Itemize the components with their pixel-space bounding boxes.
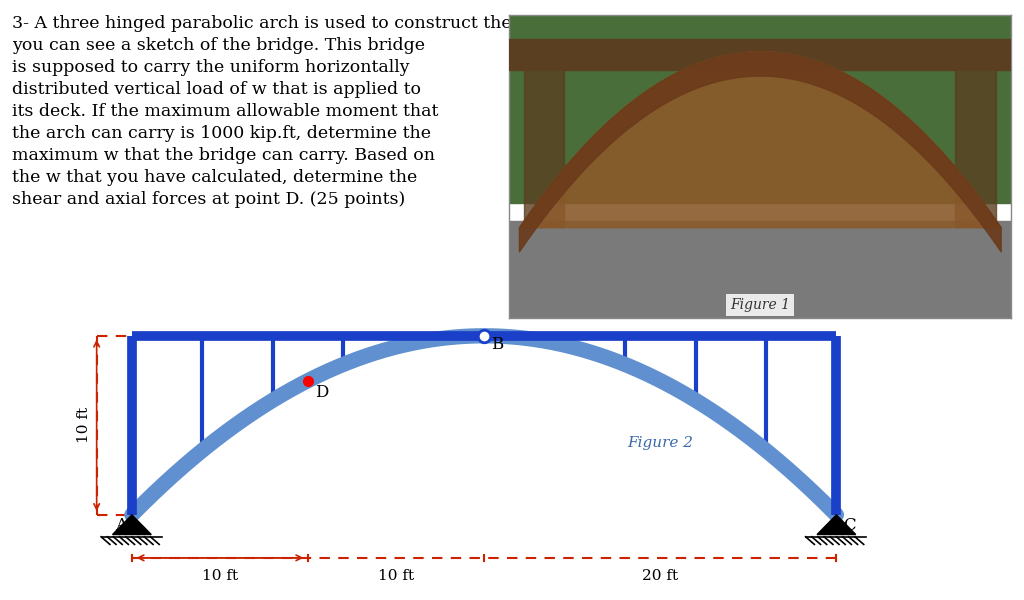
Text: A: A [115,517,127,533]
Text: D: D [315,383,329,401]
Text: distributed vertical load of w that is applied to: distributed vertical load of w that is a… [12,81,421,98]
Text: 3- A three hinged parabolic arch is used to construct the bridge shown in Figure: 3- A three hinged parabolic arch is used… [12,15,855,32]
Text: shear and axial forces at point D. (25 points): shear and axial forces at point D. (25 p… [12,191,406,208]
Text: 20 ft: 20 ft [642,569,678,583]
Bar [509,221,1011,318]
Bar [509,15,1011,151]
Text: C: C [844,517,856,533]
Text: Figure 2: Figure 2 [628,436,693,450]
Bar [524,61,564,227]
Text: its deck. If the maximum allowable moment that: its deck. If the maximum allowable momen… [12,103,438,120]
Polygon shape [113,515,152,535]
Text: B: B [492,336,504,353]
Text: the arch can carry is 1000 kip.ft, determine the: the arch can carry is 1000 kip.ft, deter… [12,125,431,142]
Text: is supposed to carry the uniform horizontally: is supposed to carry the uniform horizon… [12,59,410,76]
Bar [955,61,995,227]
Text: maximum w that the bridge can carry. Based on: maximum w that the bridge can carry. Bas… [12,147,435,164]
Text: you can see a sketch of the bridge. This bridge: you can see a sketch of the bridge. This… [12,37,425,54]
Text: 10 ft: 10 ft [78,407,91,443]
Text: Figure 1: Figure 1 [730,298,790,312]
Text: the w that you have calculated, determine the: the w that you have calculated, determin… [12,169,417,186]
Polygon shape [817,515,856,535]
Bar [509,15,1011,203]
Text: 10 ft: 10 ft [378,569,414,583]
Bar [509,39,1011,70]
Text: 10 ft: 10 ft [202,569,238,583]
